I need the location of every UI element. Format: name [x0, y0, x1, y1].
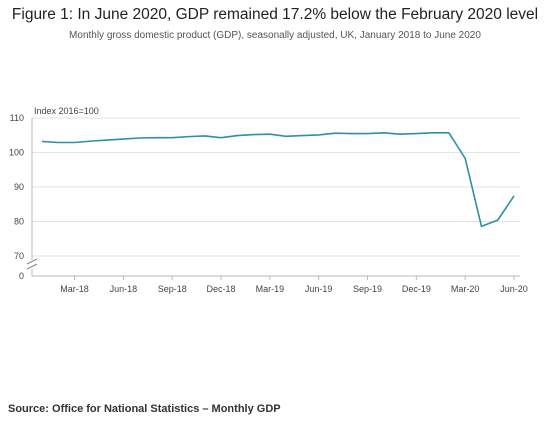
x-tick-label: Sep-19 [353, 284, 382, 294]
data-point [252, 133, 256, 137]
data-point [186, 135, 190, 139]
data-point [447, 131, 451, 135]
x-tick-label: Mar-20 [451, 284, 480, 294]
x-tick-label: Sep-18 [158, 284, 187, 294]
data-point [382, 131, 386, 135]
data-point [496, 218, 500, 222]
data-point [154, 136, 158, 140]
axis-break-icon [25, 258, 39, 270]
y-tick-label: 80 [14, 217, 24, 227]
x-tick-label: Mar-19 [256, 284, 285, 294]
series-line-gdp [41, 132, 515, 228]
data-point [512, 194, 516, 198]
data-point [398, 132, 402, 136]
y-tick-labels: 110 100 90 80 70 0 [9, 113, 24, 281]
x-tick-label: Dec-19 [402, 284, 431, 294]
chart-title: Figure 1: In June 2020, GDP remained 17.… [11, 6, 539, 23]
y-tick-label: 70 [14, 251, 24, 261]
data-point [89, 139, 93, 143]
y-tick-label-zero: 0 [19, 271, 24, 281]
data-point [414, 132, 418, 136]
data-point [300, 134, 304, 138]
data-point [349, 132, 353, 136]
data-point [235, 134, 239, 138]
x-tick-labels: Mar-18 Jun-18 Sep-18 Dec-18 Mar-19 Jun-19 Sep-… [60, 276, 528, 294]
data-point [268, 132, 272, 136]
data-point [121, 137, 125, 141]
data-point [479, 224, 483, 228]
data-point [431, 131, 435, 135]
y-tick-label: 100 [9, 148, 24, 158]
chart-subtitle: Monthly gross domestic product (GDP), se… [69, 30, 481, 41]
y-axis-label: Index 2016=100 [34, 106, 99, 116]
data-point [138, 136, 142, 140]
data-points [40, 131, 516, 228]
y-tick-label: 110 [10, 113, 24, 123]
gridlines [32, 117, 520, 257]
data-point [284, 134, 288, 138]
data-point [317, 133, 321, 137]
data-point [333, 131, 337, 135]
axes [25, 118, 520, 277]
gdp-line-chart: Index 2016=100 110 100 90 80 70 0 Mar-18 Jun-1… [9, 106, 528, 294]
data-point [366, 132, 370, 136]
data-point [56, 140, 60, 144]
x-tick-label: Jun-19 [305, 284, 333, 294]
data-point [40, 139, 44, 143]
data-point [73, 140, 77, 144]
data-point [105, 138, 109, 142]
x-tick-label: Jun-18 [110, 284, 138, 294]
y-tick-label: 90 [14, 182, 24, 192]
data-point [463, 156, 467, 160]
data-point [170, 136, 174, 140]
x-tick-label: Mar-18 [60, 284, 89, 294]
x-tick-label: Dec-18 [207, 284, 236, 294]
data-point [219, 136, 223, 140]
chart-source: Source: Office for National Statistics –… [8, 403, 281, 415]
data-point [203, 134, 207, 138]
x-tick-label: Jun-20 [500, 284, 528, 294]
